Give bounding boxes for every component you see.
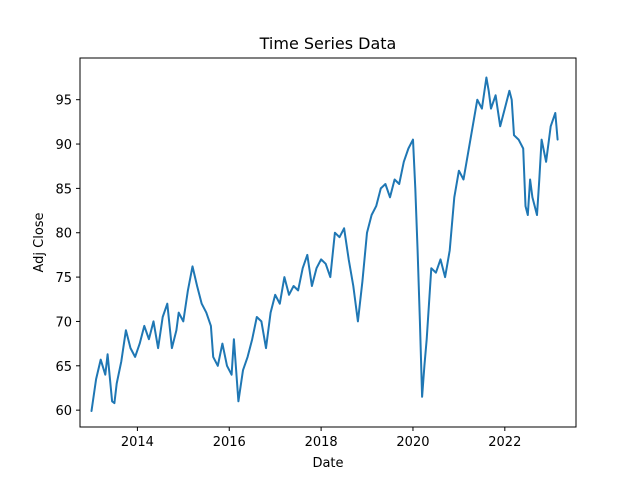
x-tick-label: 2022 (488, 435, 521, 450)
y-axis-label: Adj Close (32, 212, 47, 272)
plot-frame (79, 57, 577, 428)
y-tick-label: 95 (55, 94, 72, 109)
series-line (90, 76, 559, 412)
y-tick-label: 65 (55, 360, 72, 375)
y-tick-label: 70 (55, 315, 72, 330)
x-tick-label: 2016 (213, 435, 246, 450)
chart-title: Time Series Data (259, 34, 397, 53)
x-axis-label: Date (312, 456, 343, 471)
y-tick-label: 60 (55, 404, 72, 419)
y-tick-label: 80 (55, 227, 72, 242)
y-axis: 60 65 70 75 80 85 90 95 (55, 94, 80, 419)
plot-area (79, 57, 577, 428)
y-tick-label: 75 (55, 271, 72, 286)
y-tick-label: 85 (55, 182, 72, 197)
x-tick-label: 2018 (305, 435, 338, 450)
x-tick-label: 2020 (396, 435, 429, 450)
x-axis: 2014 2016 2018 2020 2022 (121, 427, 521, 450)
y-tick-label: 90 (55, 138, 72, 153)
x-tick-label: 2014 (121, 435, 154, 450)
